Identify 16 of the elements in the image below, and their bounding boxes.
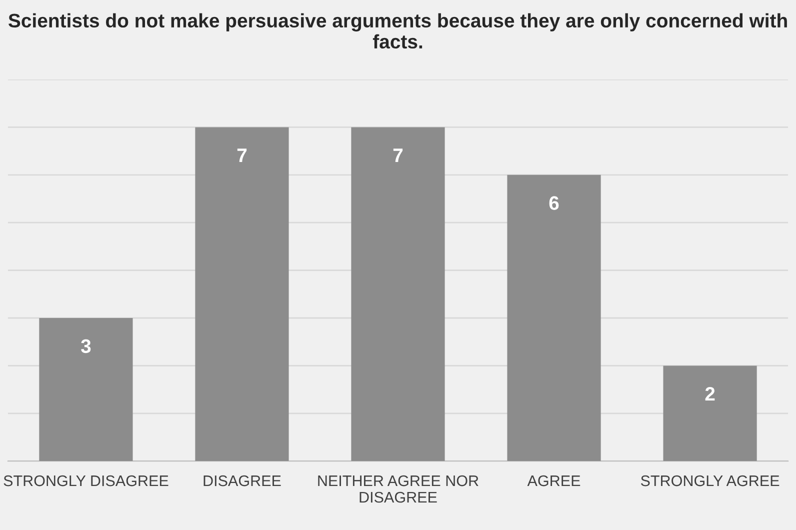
data-label: 2 [705,386,715,401]
bar [663,366,757,462]
data-label: 3 [81,339,91,354]
x-tick-label: AGREE [527,475,580,486]
data-label: 7 [393,148,403,162]
x-tick-label: NEITHER AGREE NOR DISAGREE [318,475,478,503]
data-label: 7 [237,148,247,162]
chart-title: Scientists do not make persuasive arguments because they are only concerned with facts. [8,13,787,49]
data-label: 6 [549,196,559,210]
bar [507,174,601,462]
x-tick-label: STRONGLY DISAGREE [4,475,168,486]
bar [351,127,445,462]
bar [39,318,133,462]
bar [195,127,289,462]
x-tick-label: DISAGREE [204,475,281,486]
x-tick-label: STRONGLY AGREE [640,475,780,486]
